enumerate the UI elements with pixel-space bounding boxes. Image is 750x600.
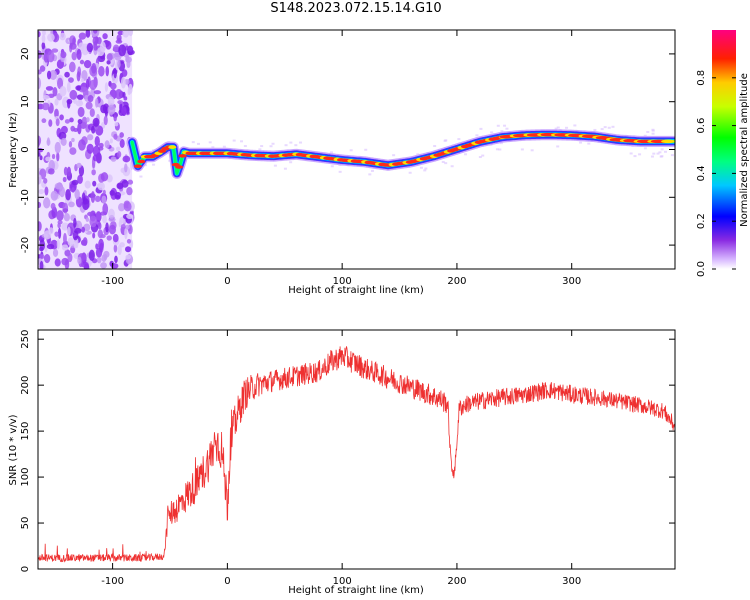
frequency-ridge: [126, 124, 675, 179]
colorbar-tick-label: 0.0: [696, 261, 707, 277]
x-tick-label: 200: [447, 276, 466, 287]
spectrogram-ylabel: Frequency (Hz): [8, 112, 19, 188]
x-tick-label: 100: [333, 576, 352, 587]
snr-series-line: [38, 346, 675, 563]
x-tick-label: 300: [562, 276, 581, 287]
colorbar: 0.0 0.2 0.4 0.6 0.8 Normalized spectral ampl…: [696, 30, 750, 277]
colorbar-tick-label: 0.2: [696, 213, 707, 229]
snr-xlabel: Height of straight line (km): [288, 585, 424, 596]
colorbar-tick-label: 0.8: [696, 70, 707, 86]
y-tick-label: 50: [20, 517, 31, 530]
x-tick-label: 0: [224, 576, 230, 587]
x-tick-label: -100: [101, 276, 124, 287]
y-tick-label: 20: [20, 48, 31, 61]
colorbar-ticks: 0.0 0.2 0.4 0.6 0.8: [696, 70, 736, 277]
y-tick-label: 0: [20, 566, 31, 572]
noise-region: [38, 30, 135, 269]
x-tick-label: -100: [101, 576, 124, 587]
snr-plot-area: [38, 330, 675, 569]
x-tick-label: 100: [333, 276, 352, 287]
chart-title: S148.2023.072.15.14.G10: [270, 1, 442, 16]
colorbar-tick-label: 0.6: [696, 118, 707, 134]
snr-panel: -100 0 100 200 300 0 50 100 150 200 250 Height of …: [8, 329, 676, 596]
y-tick-label: 10: [20, 95, 31, 108]
colorbar-gradient: [712, 30, 736, 269]
x-tick-label: 0: [224, 276, 230, 287]
spectrogram-xlabel: Height of straight line (km): [288, 285, 424, 296]
x-tick-label: 200: [447, 576, 466, 587]
y-tick-label: 200: [20, 376, 31, 395]
snr-frame: [37, 329, 676, 570]
y-tick-label: 250: [20, 330, 31, 349]
colorbar-tick-label: 0.4: [696, 165, 707, 181]
y-tick-label: 150: [20, 422, 31, 441]
colorbar-label: Normalized spectral amplitude: [739, 73, 750, 227]
y-tick-label: 100: [20, 468, 31, 487]
spectrogram-plot-area: [38, 30, 675, 269]
y-tick-label: -10: [20, 189, 31, 205]
snr-ylabel: SNR (10 * v/v): [8, 414, 19, 485]
y-tick-label: 0: [20, 146, 31, 152]
snr-ticks: -100 0 100 200 300 0 50 100 150 200 250: [20, 330, 675, 587]
x-tick-label: 300: [562, 576, 581, 587]
y-tick-label: -20: [20, 237, 31, 253]
